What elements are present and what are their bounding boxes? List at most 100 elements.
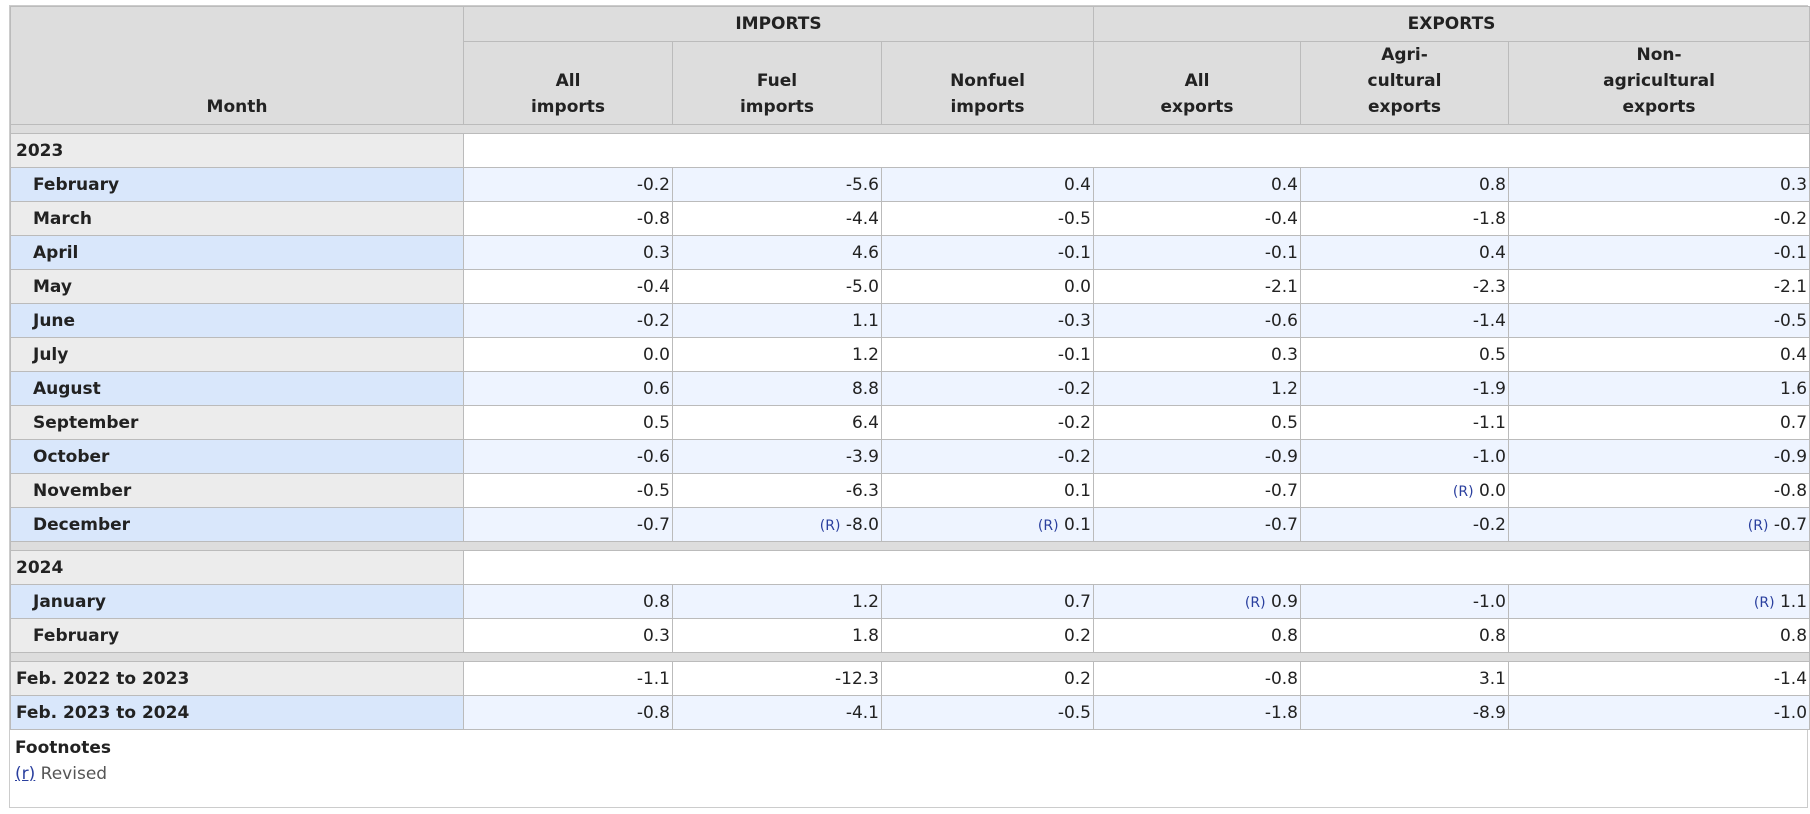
value-cell: 0.1 (881, 473, 1094, 508)
value-cell: -1.8 (1300, 201, 1509, 236)
value-cell: -1.8 (1093, 695, 1301, 730)
separator (9, 652, 1810, 662)
data-row: February 0.3 1.8 0.2 0.8 0.8 0.8 (10, 618, 1810, 653)
value-cell: -12.3 (672, 661, 882, 696)
value-text: -8.0 (845, 514, 879, 535)
group-header: EXPORTS (1092, 6, 1810, 42)
month-header: Month (10, 6, 464, 125)
value-cell: -0.2 (463, 167, 673, 202)
value-cell: -0.8 (1507, 473, 1810, 508)
separator (9, 541, 1810, 551)
value-cell: 0.4 (1300, 235, 1509, 270)
month-cell: September (10, 405, 464, 440)
separator-cell (9, 541, 1810, 551)
value-cell: -2.1 (1507, 269, 1810, 304)
section-row: 2023 (10, 133, 1810, 168)
value-cell: 0.8 (463, 584, 673, 619)
column-header: All exports (1093, 41, 1301, 125)
value-cell: -1.1 (1300, 405, 1509, 440)
value-cell: 0.4 (1093, 167, 1301, 202)
separator (9, 124, 1810, 134)
value-cell: (R) 0.0 (1300, 473, 1509, 508)
section-fill (462, 133, 1810, 168)
value-cell: -0.3 (881, 303, 1094, 338)
value-cell: -5.0 (672, 269, 882, 304)
data-row: October -0.6 -3.9 -0.2 -0.9 -1.0 -0.9 (10, 439, 1810, 474)
value-text: 1.1 (1779, 591, 1808, 612)
value-cell: 0.5 (1300, 337, 1509, 372)
month-cell: August (10, 371, 464, 406)
value-cell: -0.2 (1507, 201, 1810, 236)
value-cell: (R) 0.1 (881, 507, 1094, 542)
section-row: 2024 (10, 550, 1810, 585)
month-cell: December (10, 507, 464, 542)
value-cell: -6.3 (672, 473, 882, 508)
value-cell: 1.1 (672, 303, 882, 338)
data-row: Feb. 2022 to 2023 -1.1 -12.3 0.2 -0.8 3.1 -1.4 (10, 661, 1810, 696)
value-cell: 1.8 (672, 618, 882, 653)
revised-marker[interactable]: (R) (1037, 517, 1059, 534)
value-cell: (R) -8.0 (672, 507, 882, 542)
value-cell: 0.7 (1507, 405, 1810, 440)
value-cell: -2.3 (1300, 269, 1509, 304)
data-row: April 0.3 4.6 -0.1 -0.1 0.4 -0.1 (10, 235, 1810, 270)
data-row: November -0.5 -6.3 0.1 -0.7 (R) 0.0 -0.8 (10, 473, 1810, 508)
month-cell: February (10, 167, 464, 202)
value-cell: -0.5 (463, 473, 673, 508)
data-row: September 0.5 6.4 -0.2 0.5 -1.1 0.7 (10, 405, 1810, 440)
column-header: All imports (463, 41, 673, 125)
data-row: July 0.0 1.2 -0.1 0.3 0.5 0.4 (10, 337, 1810, 372)
value-cell: -0.4 (463, 269, 673, 304)
value-cell: -0.9 (1093, 439, 1301, 474)
revised-marker[interactable]: (R) (819, 517, 841, 534)
value-cell: 0.8 (1093, 618, 1301, 653)
value-cell: -2.1 (1093, 269, 1301, 304)
value-cell: 0.3 (463, 235, 673, 270)
value-cell: -1.0 (1507, 695, 1810, 730)
footnote-marker[interactable]: (r) (15, 764, 36, 784)
month-cell: June (10, 303, 464, 338)
table-head: Month IMPORTS EXPORTS All imports Fuel impor… (10, 6, 1810, 125)
value-cell: -0.2 (881, 405, 1094, 440)
month-cell: April (10, 235, 464, 270)
revised-marker[interactable]: (R) (1753, 594, 1775, 611)
column-header: Agri- cultural exports (1300, 41, 1509, 125)
value-cell: 8.8 (672, 371, 882, 406)
value-cell: (R) 1.1 (1507, 584, 1810, 619)
table-body: 2023 February -0.2 -5.6 0.4 0.4 0.8 0.3 March -0.… (9, 124, 1810, 730)
value-cell: -0.5 (1507, 303, 1810, 338)
revised-marker[interactable]: (R) (1244, 594, 1266, 611)
data-row: May -0.4 -5.0 0.0 -2.1 -2.3 -2.1 (10, 269, 1810, 304)
value-cell: -0.5 (881, 201, 1094, 236)
value-cell: -8.9 (1300, 695, 1509, 730)
value-cell: 0.4 (881, 167, 1094, 202)
data-table: Month IMPORTS EXPORTS All imports Fuel impor… (9, 6, 1810, 730)
value-cell: -1.9 (1300, 371, 1509, 406)
footnote-text: Revised (40, 764, 108, 784)
value-cell: 0.8 (1507, 618, 1810, 653)
value-cell: -0.8 (463, 695, 673, 730)
value-cell: 0.4 (1507, 337, 1810, 372)
column-header: Nonfuel imports (881, 41, 1094, 125)
value-cell: -3.9 (672, 439, 882, 474)
value-cell: -0.1 (1093, 235, 1301, 270)
value-cell: (R) 0.9 (1093, 584, 1301, 619)
value-cell: (R) -0.7 (1507, 507, 1810, 542)
value-cell: 0.3 (1507, 167, 1810, 202)
revised-marker[interactable]: (R) (1747, 517, 1769, 534)
value-cell: -0.2 (463, 303, 673, 338)
value-cell: -4.4 (672, 201, 882, 236)
data-row: June -0.2 1.1 -0.3 -0.6 -1.4 -0.5 (10, 303, 1810, 338)
value-cell: -1.0 (1300, 584, 1509, 619)
header-row: All imports Fuel imports Nonfuel imports Al… (11, 41, 1810, 125)
value-cell: -0.1 (881, 337, 1094, 372)
value-cell: -0.1 (1507, 235, 1810, 270)
value-cell: -1.4 (1300, 303, 1509, 338)
revised-marker[interactable]: (R) (1452, 483, 1474, 500)
value-cell: 0.3 (1093, 337, 1301, 372)
value-cell: 0.0 (881, 269, 1094, 304)
month-cell: February (10, 618, 464, 653)
month-cell: May (10, 269, 464, 304)
month-cell: January (10, 584, 464, 619)
